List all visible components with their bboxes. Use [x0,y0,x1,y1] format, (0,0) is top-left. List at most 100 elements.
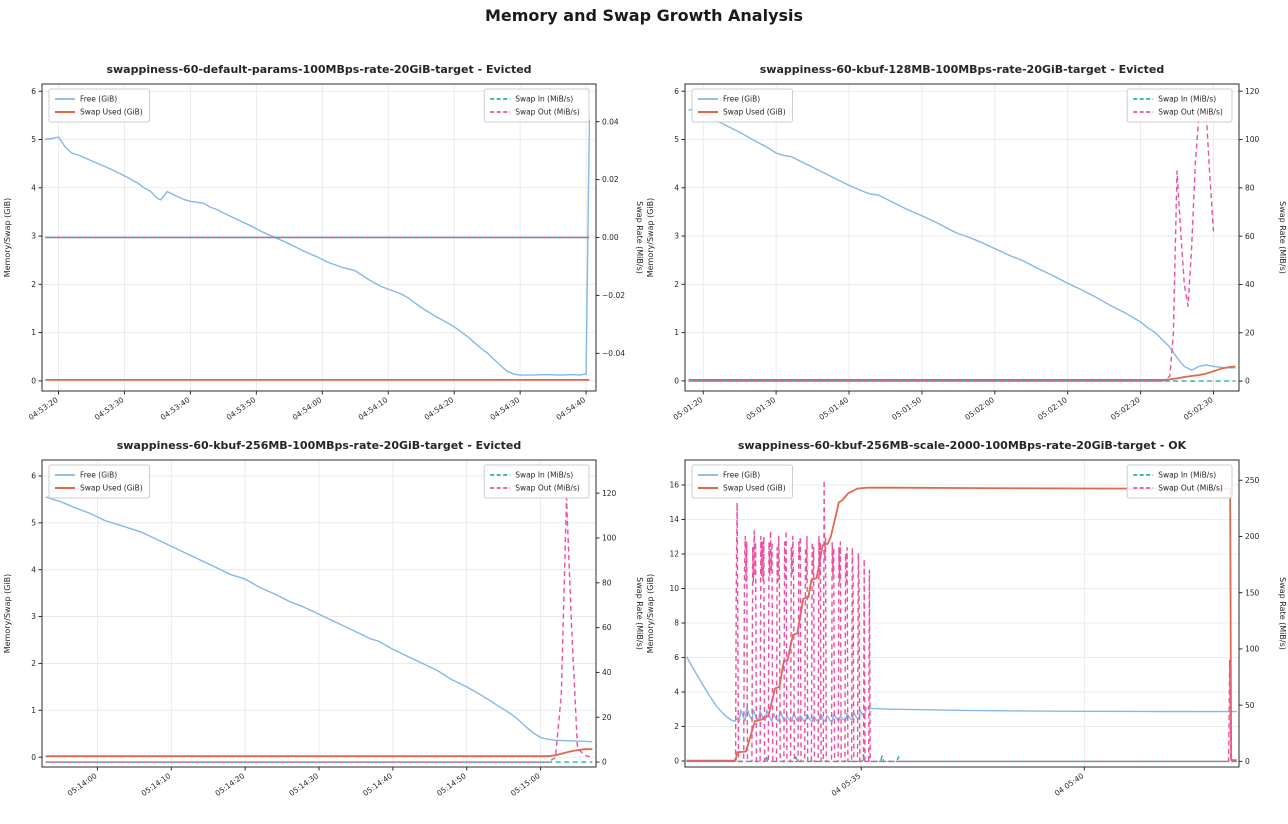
right-axis-label: Swap Rate (MiB/s) [1278,577,1287,650]
plot-border [684,83,1240,392]
chart-title: swappiness-60-kbuf-256MB-scale-2000-100M… [738,439,1187,452]
right-tick-label: 120 [602,489,617,498]
legend-label: Swap In (MiB/s) [515,95,573,104]
right-axis-label: Swap Rate (MiB/s) [1278,201,1287,274]
left-tick-label: 0 [31,376,36,385]
right-tick-label: 0.02 [602,175,619,184]
legend-label: Swap In (MiB/s) [515,471,573,480]
left-tick-label: 2 [674,280,679,289]
chart-title: swappiness-60-kbuf-256MB-100MBps-rate-20… [117,439,521,452]
series-swap_used [688,365,1236,381]
left-tick-label: 6 [31,472,36,481]
left-tick-label: 5 [31,135,36,144]
right-tick-label: 150 [1245,588,1260,597]
x-tick-label: 05:02:00 [963,395,996,422]
left-tick-label: 16 [669,481,679,490]
x-tick-label: 05:01:40 [817,395,850,422]
x-tick-label: 04 05:40 [1053,771,1086,798]
series-swap_in [686,753,1237,763]
figure-title: Memory and Swap Growth Analysis [484,6,804,25]
legend-box [691,88,793,123]
series-swap_used [45,748,593,758]
legend-box [483,464,590,499]
right-tick-label: 20 [1245,328,1255,337]
x-tick-label: 04:54:40 [554,395,587,422]
x-tick-label: 05:14:20 [214,771,247,798]
left-tick-label: 2 [674,722,679,731]
left-tick-label: 2 [31,659,36,668]
chart-kbuf-256MB-scale-2000: 0 2 4 6 8 10 12 14 16 0 50 100 150 200 250 04 05:35 04 0… [646,439,1287,798]
right-tick-label: 20 [602,713,612,722]
legend-box [1126,88,1233,123]
right-tick-label: 100 [1245,645,1260,654]
right-axis-label: Swap Rate (MiB/s) [635,201,644,274]
legend-label: Swap Out (MiB/s) [515,484,580,493]
legend-label: Swap Used (GiB) [80,484,143,493]
right-tick-label: 0.00 [602,233,619,242]
left-tick-label: 3 [31,232,36,241]
right-tick-label: 100 [602,534,617,543]
legend-box [691,464,793,499]
x-tick-label: 05:14:00 [66,771,99,798]
x-tick-label: 04:53:50 [225,395,258,422]
x-tick-label: 05:02:20 [1109,395,1142,422]
x-tick-label: 04:54:30 [489,395,522,422]
chart-default-params: 0 1 2 3 4 5 6 −0.04 −0.02 0.00 0.02 0.04 04:53:20 04:… [3,63,644,422]
left-axis-label: Memory/Swap (GiB) [646,574,655,654]
legend-box [1126,464,1233,499]
legend-box [48,464,150,499]
left-tick-label: 5 [31,518,36,527]
right-tick-label: −0.02 [602,291,625,300]
x-tick-label: 04:54:20 [423,395,456,422]
left-tick-label: 1 [674,328,679,337]
x-tick-label: 05:01:20 [672,395,705,422]
series-swap_out [686,479,1237,763]
right-tick-label: 0 [1245,757,1250,766]
x-tick-label: 04:53:20 [27,395,60,422]
legend-label: Swap Used (GiB) [723,484,786,493]
chart-title: swappiness-60-default-params-100MBps-rat… [106,63,531,76]
left-tick-label: 6 [674,653,679,662]
left-tick-label: 3 [674,232,679,241]
right-tick-label: −0.04 [602,349,625,358]
left-tick-label: 6 [31,87,36,96]
right-axis-label: Swap Rate (MiB/s) [635,577,644,650]
right-tick-label: 80 [1245,183,1255,192]
series-free [688,108,1236,371]
legend-label: Swap Used (GiB) [723,108,786,117]
legend-label: Free (GiB) [723,95,760,104]
right-tick-label: 0 [1245,377,1250,386]
left-tick-label: 3 [31,612,36,621]
left-tick-label: 0 [674,376,679,385]
legend-label: Swap Used (GiB) [80,108,143,117]
left-tick-label: 4 [31,565,36,574]
x-tick-label: 05:02:10 [1036,395,1069,422]
x-tick-label: 05:02:30 [1182,395,1215,422]
x-tick-label: 05:01:30 [745,395,778,422]
x-tick-label: 05:15:00 [509,771,542,798]
left-axis-label: Memory/Swap (GiB) [3,198,12,278]
right-tick-label: 0.04 [602,117,619,126]
x-tick-label: 05:14:10 [140,771,173,798]
left-tick-label: 0 [31,753,36,762]
left-tick-label: 4 [674,688,679,697]
right-tick-label: 250 [1245,476,1260,485]
x-tick-label: 04:53:40 [159,395,192,422]
left-tick-label: 5 [674,135,679,144]
right-tick-label: 0 [602,758,607,767]
legend-label: Swap Out (MiB/s) [1158,484,1223,493]
left-tick-label: 8 [674,619,679,628]
legend-label: Free (GiB) [80,471,117,480]
x-tick-label: 05:01:50 [890,395,923,422]
x-tick-label: 05:14:30 [287,771,320,798]
x-tick-label: 04:54:00 [291,395,324,422]
left-tick-label: 4 [31,183,36,192]
left-tick-label: 1 [31,328,36,337]
left-tick-label: 4 [674,183,679,192]
legend-box [483,88,590,123]
right-tick-label: 40 [602,668,612,677]
series-free [685,656,1237,722]
